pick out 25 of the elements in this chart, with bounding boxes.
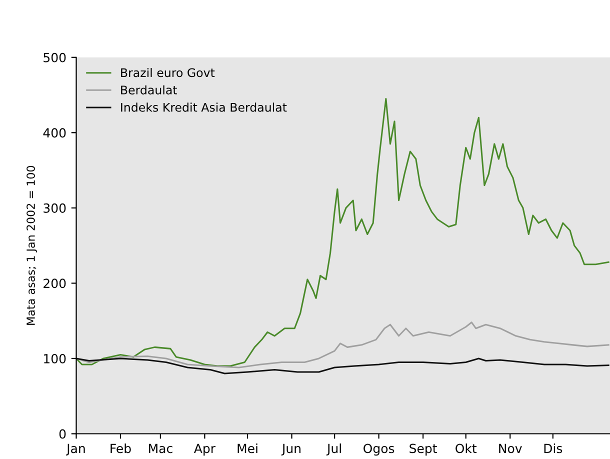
x-tick-label: Sept bbox=[410, 444, 437, 456]
legend-label: Brazil euro Govt bbox=[121, 68, 215, 78]
y-tick-label: 300 bbox=[44, 203, 66, 213]
y-tick-label: 100 bbox=[44, 354, 66, 364]
x-tick-label: Apr bbox=[194, 444, 216, 456]
x-tick-label: Jul bbox=[326, 443, 341, 456]
y-tick-label: 400 bbox=[43, 128, 66, 138]
x-tick-label: Jan bbox=[66, 444, 85, 456]
y-tick-label: 0 bbox=[59, 429, 66, 439]
x-tick-label: Jun bbox=[281, 444, 300, 456]
x-tick-label: Ogos bbox=[364, 444, 394, 456]
x-tick-label: Nov bbox=[499, 444, 522, 454]
y-tick-label: 200 bbox=[44, 278, 66, 288]
x-tick-label: Okt bbox=[456, 443, 477, 454]
line-series bbox=[76, 98, 610, 367]
x-tick-label: Dis bbox=[544, 443, 562, 454]
legend-label: Berdaulat bbox=[121, 85, 178, 94]
y-tick-label: 500 bbox=[44, 52, 66, 62]
line-series bbox=[76, 358, 610, 374]
line-series bbox=[76, 322, 610, 368]
y-axis-title: Mata asas; 1 Jan 2002 = 100 bbox=[26, 166, 38, 325]
x-tick-label: Mei bbox=[238, 443, 258, 454]
x-tick-label: Feb bbox=[110, 443, 131, 454]
x-tick-label: Mac bbox=[149, 444, 172, 454]
legend-label: Indeks Kredit Asia Berdaulat bbox=[121, 102, 287, 112]
